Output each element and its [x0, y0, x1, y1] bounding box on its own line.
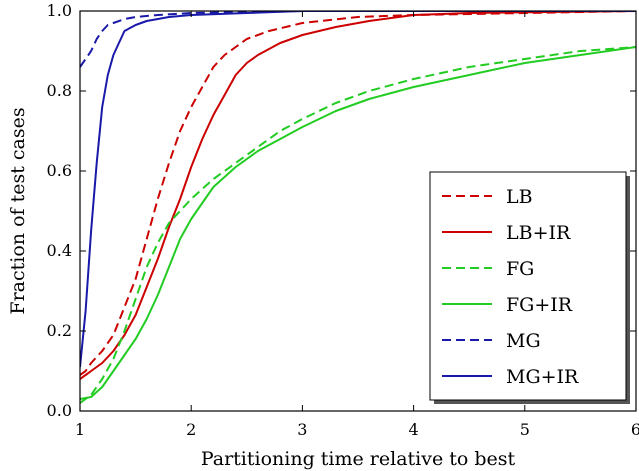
legend-box — [429, 171, 627, 401]
y-axis-label: Fraction of test cases — [7, 107, 29, 314]
series-line-fg — [80, 46, 636, 404]
y-tick-label: 0.4 — [47, 241, 72, 260]
x-axis-label: Partitioning time relative to best — [201, 448, 516, 470]
x-tick-label: 6 — [631, 420, 639, 439]
axes-frame — [79, 10, 637, 412]
series-line-fg-plus-ir — [80, 46, 636, 400]
legend: LB LB+IR FG FG+IR MG MG+IR — [429, 171, 630, 404]
y-tick-label: 0.8 — [47, 81, 72, 100]
series-line-mg-plus-ir — [80, 11, 636, 368]
legend-label: LB+IR — [506, 222, 571, 244]
series-line-lb — [80, 11, 636, 376]
y-tick-label: 1.0 — [47, 1, 72, 20]
plot-area — [80, 11, 636, 404]
legend-label: FG — [506, 258, 534, 280]
axis-ticks: 1 2 3 4 5 6 0.0 0.2 0.4 0.6 0.8 1.0 — [47, 1, 639, 439]
legend-label: LB — [506, 186, 533, 208]
legend-label: FG+IR — [506, 294, 573, 316]
series-line-lb-plus-ir — [80, 11, 636, 380]
series-line-mg — [80, 11, 636, 68]
x-tick-label: 3 — [297, 420, 307, 439]
x-tick-label: 1 — [75, 420, 85, 439]
x-tick-label: 4 — [409, 420, 419, 439]
y-tick-label: 0.0 — [47, 401, 72, 420]
x-tick-label: 5 — [520, 420, 530, 439]
legend-label: MG+IR — [506, 366, 579, 388]
y-tick-label: 0.2 — [47, 321, 72, 340]
y-tick-label: 0.6 — [47, 161, 72, 180]
x-tick-label: 2 — [186, 420, 196, 439]
legend-label: MG — [506, 330, 541, 352]
